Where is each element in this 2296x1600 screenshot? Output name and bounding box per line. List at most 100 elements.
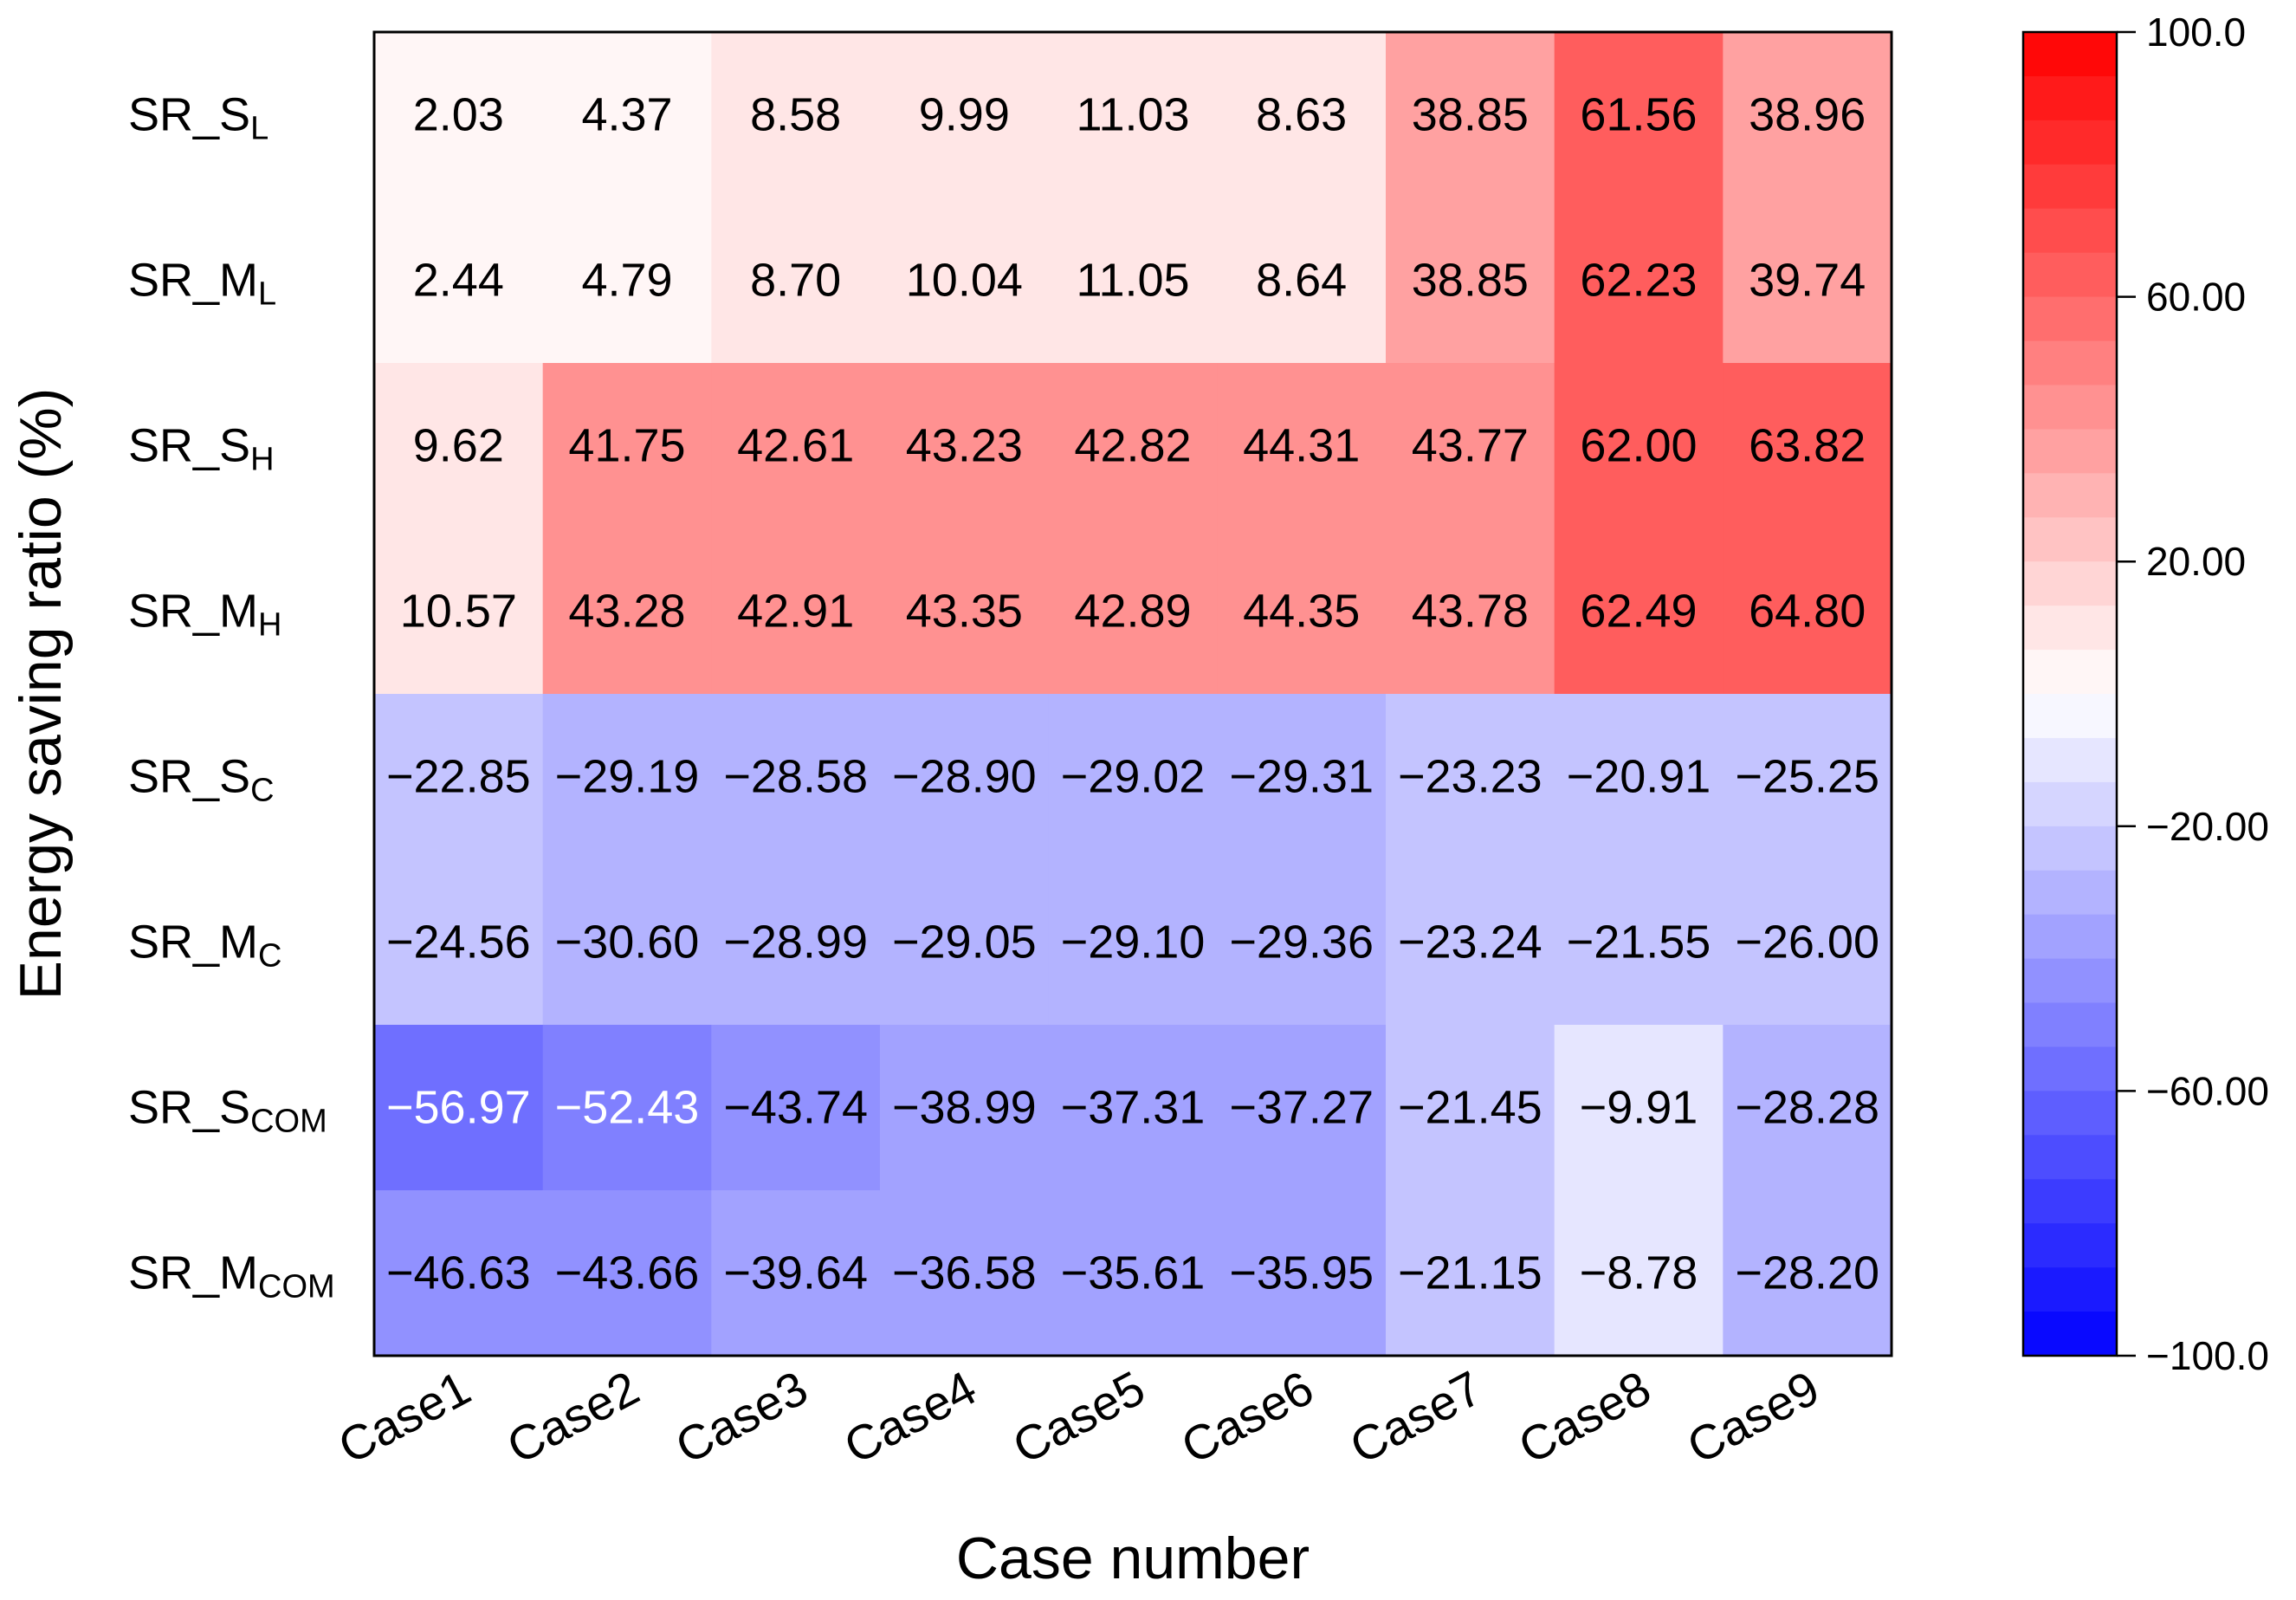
row-label: SR_MH [128, 586, 281, 644]
heatmap-cell [1217, 198, 1387, 364]
cell-value-label: 42.89 [1074, 586, 1191, 638]
cell-value-label: −39.64 [723, 1247, 868, 1299]
heatmap-cell [1723, 859, 1892, 1026]
cell-value-label: 8.70 [750, 255, 841, 307]
cell-value-label: 43.78 [1412, 586, 1529, 638]
cell-value-label: −29.10 [1061, 917, 1206, 968]
cell-value-label: −20.91 [1567, 751, 1711, 803]
heatmap-cell [1723, 694, 1892, 860]
heatmap-cell [1217, 32, 1387, 198]
heatmap-cell [1048, 694, 1218, 860]
heatmap-cell [542, 859, 712, 1026]
cell-value-label: 42.82 [1074, 420, 1191, 472]
heatmap-cell [1386, 694, 1555, 860]
heatmap-cell [880, 694, 1050, 860]
cell-value-label: 4.79 [581, 255, 672, 307]
colorbar-segment [2023, 694, 2117, 739]
heatmap-cell [542, 32, 712, 198]
colorbar-segment [2023, 1312, 2117, 1357]
colorbar-segment [2023, 208, 2117, 254]
heatmap-cell [1554, 363, 1724, 529]
colorbar-segment [2023, 473, 2117, 518]
heatmap-cell [1723, 32, 1892, 198]
heatmap-cell [1386, 528, 1555, 695]
cell-value-label: 11.05 [1076, 255, 1189, 307]
colorbar-segment [2023, 1223, 2117, 1268]
colorbar-segment [2023, 561, 2117, 606]
cell-value-label: −37.31 [1061, 1082, 1206, 1134]
heatmap-cell [1048, 32, 1218, 198]
colorbar-segment [2023, 870, 2117, 916]
heatmap-cell [1554, 859, 1724, 1026]
cell-value-label: −24.56 [386, 917, 531, 968]
cell-value-label: −22.85 [386, 751, 531, 803]
cell-value-label: −52.43 [555, 1082, 700, 1134]
cell-value-label: 44.35 [1243, 586, 1360, 638]
row-labels: SR_SL SR_ML SR_SH SR_MH SR_SC SR_MC SR_SCOM SR_… [128, 89, 335, 1305]
colorbar: 100.0 60.00 20.00 −20.00 −60.00 −100.0 [2021, 10, 2269, 1378]
cell-value-label: −21.15 [1398, 1247, 1543, 1299]
column-labels: Case1 Case2 Case3 Case4 Case5 Case6 Case7 Case8… [329, 1360, 1827, 1474]
heatmap-cell [1723, 198, 1892, 364]
colorbar-tick-label: 20.00 [2146, 539, 2246, 584]
heatmap-cell [1386, 1190, 1555, 1357]
heatmap-cell [880, 859, 1050, 1026]
heatmap-cell [711, 859, 881, 1026]
heatmap-cell [880, 198, 1050, 364]
cell-value-label: −29.05 [892, 917, 1037, 968]
colorbar-segment [2023, 429, 2117, 474]
cell-value-label: −46.63 [386, 1247, 531, 1299]
heatmap-cells: 2.03 4.37 8.58 9.99 11.03 8.63 38.85 61.56 38.96… [374, 32, 1892, 1357]
heatmap-cell [1048, 859, 1218, 1026]
colorbar-segment [2023, 826, 2117, 871]
cell-value-label: 42.91 [737, 586, 854, 638]
column-label: Case9 [1678, 1360, 1828, 1474]
cell-value-label: 43.35 [906, 586, 1023, 638]
colorbar-segment [2023, 737, 2117, 783]
heatmap-cell [542, 1025, 712, 1191]
heatmap-cell [1554, 1190, 1724, 1357]
colorbar-segment [2023, 385, 2117, 430]
heatmap-cell [1386, 32, 1555, 198]
heatmap-cell [1554, 1025, 1724, 1191]
row-label: SR_SC [128, 751, 275, 809]
cell-value-label: −36.58 [892, 1247, 1037, 1299]
cell-value-label: 41.75 [568, 420, 685, 472]
cell-value-label: −29.19 [555, 751, 700, 803]
cell-value-label: 62.00 [1580, 420, 1697, 472]
heatmap-cell [1048, 198, 1218, 364]
heatmap-cell [1048, 363, 1218, 529]
heatmap-cell [374, 1190, 544, 1357]
heatmap-cell [542, 363, 712, 529]
row-label: SR_SL [128, 89, 268, 147]
colorbar-segment [2023, 650, 2117, 695]
cell-value-label: 2.03 [413, 89, 504, 141]
cell-value-label: −28.28 [1735, 1082, 1879, 1134]
colorbar-segment [2023, 164, 2117, 210]
cell-value-label: −38.99 [892, 1082, 1037, 1134]
heatmap-cell [542, 528, 712, 695]
y-axis-title: Energy saving ratio (%) [8, 388, 74, 1001]
colorbar-segment [2023, 340, 2117, 386]
cell-value-label: 42.61 [737, 420, 854, 472]
row-label: SR_SH [128, 420, 275, 478]
colorbar-segment [2023, 517, 2117, 562]
colorbar-segment [2023, 120, 2117, 165]
heatmap-cell [1386, 198, 1555, 364]
cell-value-label: 8.63 [1256, 89, 1347, 141]
cell-value-label: 8.58 [750, 89, 841, 141]
heatmap-cell [711, 694, 881, 860]
heatmap-cell [374, 1025, 544, 1191]
heatmap-cell [880, 32, 1050, 198]
cell-value-label: 63.82 [1749, 420, 1866, 472]
heatmap-cell [374, 859, 544, 1026]
row-label: SR_ML [128, 255, 276, 313]
plot-frame [372, 30, 1893, 1357]
cell-value-label: −37.27 [1229, 1082, 1374, 1134]
heatmap-cell [542, 198, 712, 364]
heatmap-cell [711, 198, 881, 364]
heatmap-cell [1386, 1025, 1555, 1191]
heatmap-cell [711, 1190, 881, 1357]
colorbar-frame [2021, 30, 2118, 1357]
cell-value-label: −21.55 [1567, 917, 1711, 968]
